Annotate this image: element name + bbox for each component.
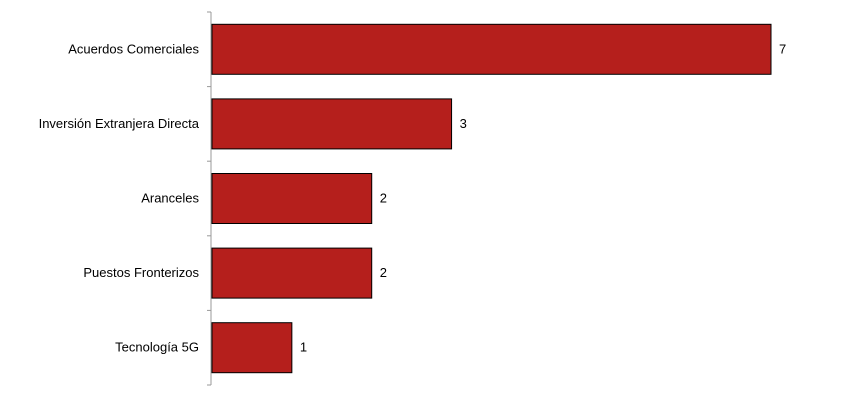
value-label: 2 <box>380 265 387 280</box>
value-label: 7 <box>779 41 786 56</box>
bars <box>211 23 772 374</box>
bar <box>211 247 373 299</box>
category-labels: Acuerdos Comerciales Inversión Extranjera… <box>39 41 200 354</box>
category-label: Aranceles <box>141 191 199 206</box>
bar <box>211 98 453 150</box>
category-axis <box>207 11 212 386</box>
value-label: 2 <box>380 191 387 206</box>
bar <box>211 23 772 75</box>
category-label: Acuerdos Comerciales <box>68 41 199 56</box>
category-label: Tecnología 5G <box>115 340 199 355</box>
bar <box>211 173 373 224</box>
category-label: Puestos Fronterizos <box>83 265 199 280</box>
value-label: 1 <box>300 340 307 355</box>
category-label: Inversión Extranjera Directa <box>39 116 200 131</box>
value-label: 3 <box>460 116 467 131</box>
value-labels: 7 3 2 2 1 <box>300 41 786 354</box>
bar <box>211 322 293 374</box>
